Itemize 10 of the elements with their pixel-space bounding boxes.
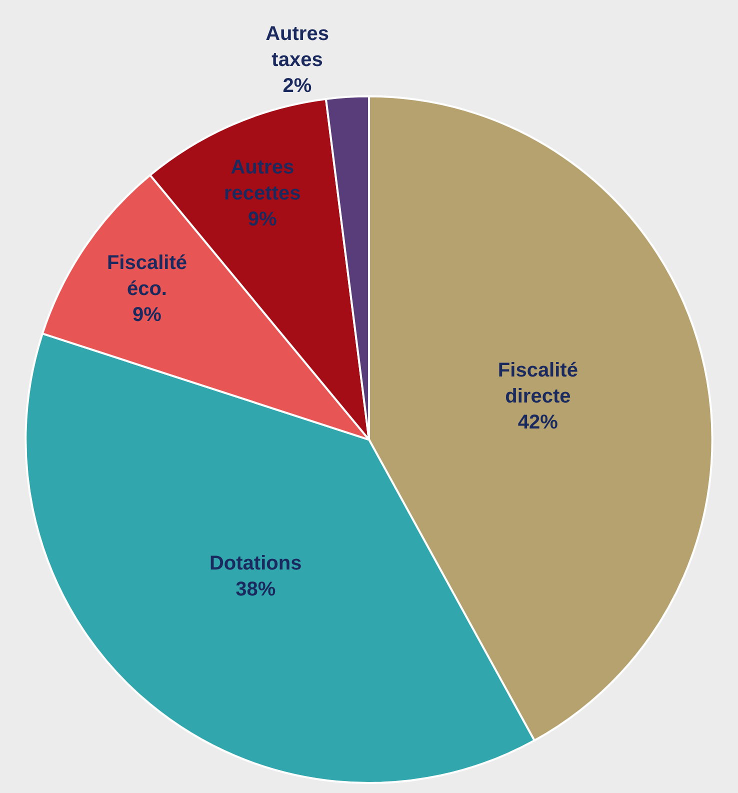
slice-label: Autres taxes bbox=[266, 23, 329, 72]
data-label: 2% bbox=[282, 75, 312, 98]
slice-label: Autres recettes bbox=[224, 156, 301, 204]
slice-label: Dotations bbox=[209, 552, 302, 575]
slice-label: Fiscalité directe bbox=[498, 359, 578, 408]
data-label: 9% bbox=[132, 304, 162, 326]
data-label: 9% bbox=[248, 208, 278, 230]
slice-label: Fiscalité éco. bbox=[106, 252, 187, 300]
data-label: 38% bbox=[236, 578, 276, 601]
data-label: 42% bbox=[518, 411, 558, 434]
